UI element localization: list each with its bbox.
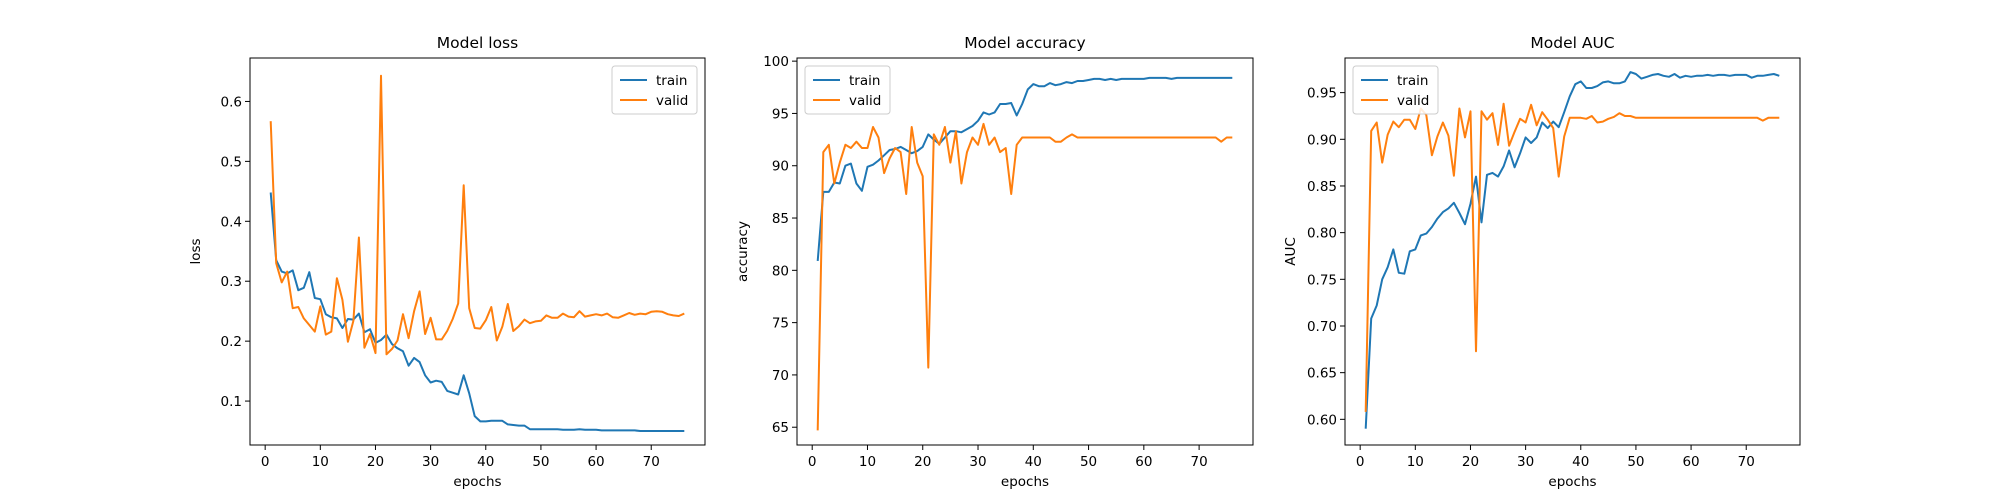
axes-frame [796,57,1254,446]
x-tick-label: 0 [1356,454,1365,470]
series-line-valid [1364,102,1780,412]
x-tick-label: 40 [1572,454,1589,470]
series-line-valid [816,122,1233,431]
y-tick-label: 0.1 [221,394,242,410]
y-axis-label: accuracy [735,221,751,282]
x-tick-label: 60 [587,454,604,470]
legend-box [611,65,698,115]
x-tick-label: 40 [1025,454,1042,470]
y-axis-label: loss [188,238,204,264]
legend-label-valid: valid [1397,93,1429,109]
x-tick-label: 0 [261,454,270,470]
y-tick-label: 80 [772,263,789,279]
y-tick-label: 75 [772,316,789,332]
y-tick-label: 0.90 [1307,132,1337,148]
x-tick-label: 20 [914,454,931,470]
x-tick-label: 0 [808,454,817,470]
axes-frame [1344,57,1801,446]
y-axis-label: AUC [1283,237,1299,266]
y-tick-label: 70 [772,368,789,384]
y-tick-label: 0.80 [1307,226,1337,242]
chart-title: Model loss [437,34,518,52]
x-tick-label: 50 [532,454,549,470]
subplot-0: Model loss 0 10 20 30 40 50 60 70 0.1 0.2 0.3 0.4 0.5… [188,34,706,490]
y-tick-label: 0.75 [1307,272,1337,288]
y-tick-label: 0.70 [1307,319,1337,335]
x-tick-label: 10 [1407,454,1424,470]
y-tick-label: 0.5 [221,154,242,170]
x-tick-label: 50 [1627,454,1644,470]
x-tick-label: 60 [1682,454,1699,470]
series-line-train [269,192,685,432]
chart-title: Model accuracy [964,34,1085,52]
y-tick-label: 90 [772,159,789,175]
legend-box [1352,65,1439,115]
y-tick-label: 0.85 [1307,179,1337,195]
axes-frame [249,57,706,446]
x-tick-label: 70 [1738,454,1755,470]
y-tick-label: 100 [763,54,789,70]
x-tick-label: 30 [969,454,986,470]
x-axis-label: epochs [1548,474,1596,490]
y-tick-label: 0.2 [221,334,242,350]
series-line-valid [269,74,685,356]
legend-label-valid: valid [849,93,881,109]
x-tick-label: 60 [1135,454,1152,470]
series-line-train [1364,71,1780,429]
legend-label-train: train [656,73,687,89]
legend-label-train: train [1397,73,1428,89]
legend: train valid [804,65,891,115]
y-tick-label: 0.3 [221,274,242,290]
y-tick-label: 0.4 [221,214,242,230]
legend-label-train: train [849,73,880,89]
x-tick-label: 10 [312,454,329,470]
legend-label-valid: valid [656,93,688,109]
y-tick-label: 0.60 [1307,412,1337,428]
y-tick-label: 85 [772,211,789,227]
y-tick-label: 95 [772,106,789,122]
subplot-1: Model accuracy 0 10 20 30 40 50 60 70 65 70 75 80 85 9… [735,34,1254,490]
x-tick-label: 20 [1462,454,1479,470]
x-tick-label: 70 [643,454,660,470]
chart-title: Model AUC [1530,34,1614,52]
subplot-2: Model AUC 0 10 20 30 40 50 60 70 0.60 0.65 0.70 0.75… [1283,34,1801,490]
x-tick-label: 70 [1191,454,1208,470]
y-tick-label: 65 [772,420,789,436]
x-tick-label: 50 [1080,454,1097,470]
x-axis-label: epochs [1001,474,1049,490]
y-tick-label: 0.95 [1307,86,1337,102]
legend-box [804,65,891,115]
legend: train valid [1352,65,1439,115]
x-tick-label: 30 [422,454,439,470]
y-tick-label: 0.65 [1307,366,1337,382]
x-axis-label: epochs [453,474,501,490]
x-tick-label: 10 [859,454,876,470]
y-tick-label: 0.6 [221,94,242,110]
x-tick-label: 30 [1517,454,1534,470]
x-tick-label: 20 [367,454,384,470]
legend: train valid [611,65,698,115]
series-line-train [816,76,1233,261]
x-tick-label: 40 [477,454,494,470]
